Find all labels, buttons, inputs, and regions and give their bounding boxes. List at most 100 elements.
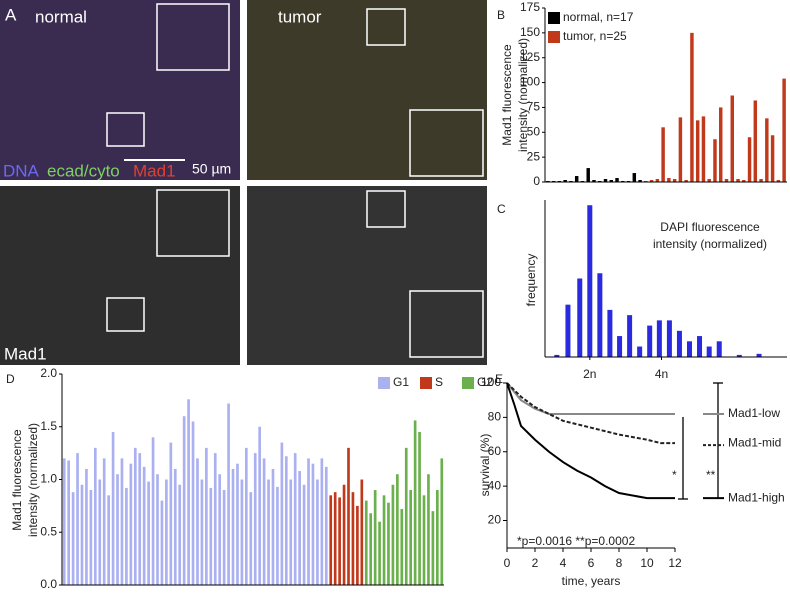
bar [617,336,623,357]
bar [258,426,261,585]
scale-bar-label: 50 µm [192,161,231,177]
panel-letter: C [497,202,506,216]
bar [574,176,579,182]
bar [753,100,758,182]
bar [342,484,346,585]
bar [697,336,703,357]
significance-brackets [678,382,723,500]
y-axis-label: Mad1 fluorescence [10,429,24,531]
bar [396,474,399,585]
bar [302,484,306,585]
bar [655,179,660,182]
legend-label: G2 [477,375,493,389]
bar [227,403,230,585]
stain-label: DNA [3,161,40,180]
x-tick-label: 2n [583,367,596,381]
y-tick-label: 25 [527,149,541,163]
image-label: normal [35,7,87,26]
bar [676,330,682,357]
bar [736,179,740,182]
bar [586,168,590,182]
bar [151,437,155,585]
bar [716,341,722,357]
bar [647,325,653,357]
bar [418,432,421,585]
bar [236,463,239,585]
bar [719,107,723,182]
bar [627,315,633,357]
bar [747,137,752,182]
bar [387,502,390,585]
y-axis-label: frequency [524,254,538,307]
bar [666,320,672,357]
bar [391,484,395,585]
bar [587,205,593,357]
bar [293,453,297,585]
bar [706,346,712,357]
bar [736,354,742,357]
y-axis-label: intensity (normalized) [26,423,40,537]
bar [284,456,288,585]
y-tick-label: 50 [527,124,541,138]
bar [165,479,168,585]
panel-a: A normal tumor DNA ecad/cyto Mad1 50 µm … [0,0,487,365]
annotation: DAPI fluorescence [660,220,760,234]
y-tick-label: 80 [488,410,502,424]
bar [656,320,662,357]
bar [765,118,769,182]
panel-letter: E [495,372,503,386]
y-tick-label: 100 [481,375,501,389]
y-tick-label: 175 [520,0,540,14]
y-tick-label: 0.5 [40,524,57,538]
y-tick-label: 40 [488,478,502,492]
survival-curve [506,382,675,500]
legend-label: Mad1-mid [728,435,781,449]
x-tick-label: 12 [668,556,682,570]
bar [667,178,671,182]
bar [240,479,244,585]
bar [320,458,324,585]
bar [142,466,146,585]
panel-letter: D [6,372,15,386]
bar [351,492,355,585]
bar [324,466,328,585]
bar [597,273,603,357]
bar [742,180,746,182]
bar [85,468,88,585]
y-tick-label: 125 [520,50,540,64]
bar [649,180,654,182]
x-tick-label: 2 [532,556,539,570]
bar [173,468,177,585]
bar [382,495,386,585]
bar [116,474,119,585]
bar [592,180,596,182]
bar [209,487,213,585]
bar [360,479,364,585]
bar [200,479,204,585]
bar [156,474,159,585]
bar [776,180,781,182]
bar [253,453,257,585]
bar [67,460,70,585]
bar [307,458,310,585]
stain-label: Mad1 [133,161,176,180]
bar [267,479,270,585]
bar [120,458,124,585]
bar [563,180,567,182]
y-tick-label: 60 [488,444,502,458]
bar [400,509,404,585]
bar [707,179,711,182]
bar [701,116,706,182]
bar [565,304,571,357]
legend-label: G1 [393,375,409,389]
bar [672,179,677,182]
bar [638,180,642,182]
bar [413,420,417,585]
y-tick-label: 1.5 [40,419,57,433]
bar [404,447,408,585]
annotation: ** [706,468,716,482]
bar [182,416,186,585]
bar [196,458,199,585]
bar [111,432,115,585]
bar [218,474,222,585]
